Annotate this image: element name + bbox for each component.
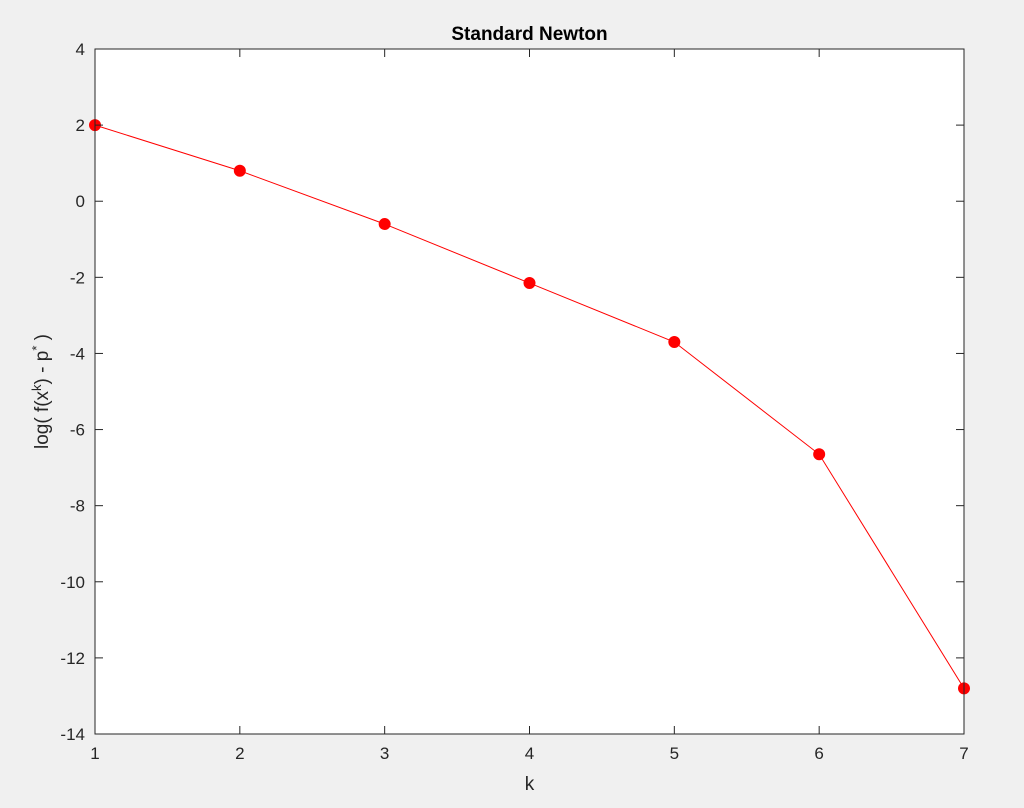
y-axis-label-superscript: k	[29, 384, 44, 391]
y-tick-label: -6	[70, 421, 85, 440]
data-point	[668, 336, 681, 349]
chart-title: Standard Newton	[451, 24, 607, 45]
y-tick-label: -2	[70, 268, 85, 287]
x-tick-label: 6	[814, 744, 823, 763]
data-point	[523, 277, 536, 290]
y-tick-label: -10	[60, 573, 85, 592]
x-tick-label: 4	[525, 744, 534, 763]
y-tick-label: -8	[70, 497, 85, 516]
x-axis-label: k	[525, 774, 535, 795]
y-axis-label-part: ) - p	[32, 351, 53, 385]
axis-ticks: 1 2 3 4 5 6 7 -14 -12 -10 -8 -6 -4 -2 0 2 4	[60, 40, 968, 763]
y-axis-label-part: log( f(x	[32, 390, 53, 449]
data-point	[378, 218, 391, 231]
y-tick-label: -12	[60, 649, 85, 668]
y-tick-label: -4	[70, 344, 85, 363]
x-tick-label: 5	[670, 744, 679, 763]
axes-background	[95, 49, 964, 734]
y-tick-label: 0	[76, 192, 85, 211]
y-tick-label: -14	[60, 725, 85, 744]
y-axis-label-part: )	[32, 334, 53, 346]
data-point	[233, 164, 246, 177]
y-axis-label-superscript: *	[29, 346, 44, 351]
plot-area	[89, 119, 970, 695]
y-axis-label: log( f(xk) - p* )	[29, 334, 54, 449]
data-point	[813, 448, 826, 461]
y-tick-label: 4	[76, 40, 85, 59]
y-tick-label: 2	[76, 116, 85, 135]
x-tick-label: 1	[90, 744, 99, 763]
x-tick-label: 2	[235, 744, 244, 763]
x-tick-label: 3	[380, 744, 389, 763]
x-tick-label: 7	[959, 744, 968, 763]
